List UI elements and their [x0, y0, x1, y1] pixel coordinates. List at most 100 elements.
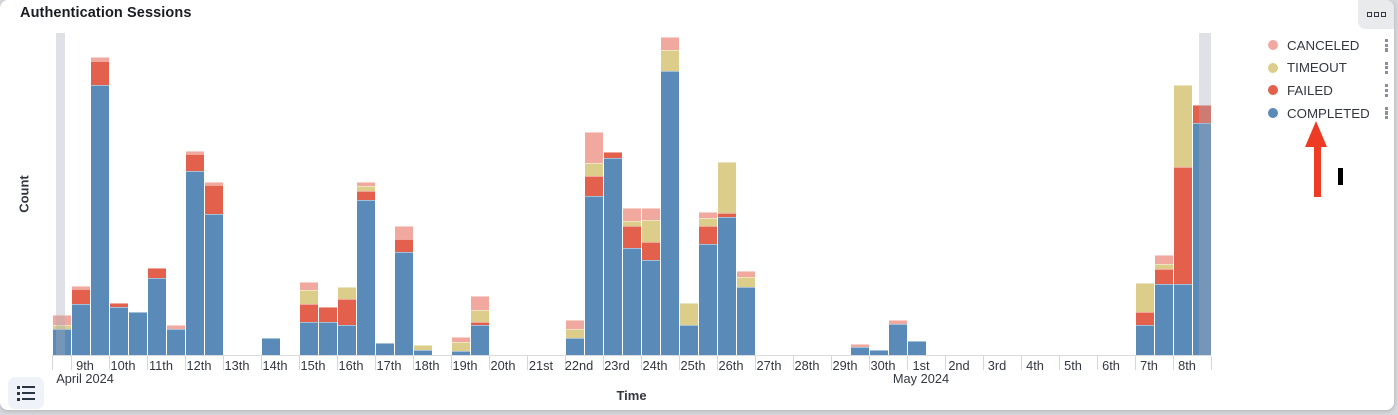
bar-segment-failed[interactable]	[1135, 312, 1154, 326]
bar-segment-timeout[interactable]	[413, 345, 432, 351]
bar-segment-completed[interactable]	[907, 341, 926, 355]
bar-segment-completed[interactable]	[413, 350, 432, 355]
bar-segment-completed[interactable]	[1154, 283, 1173, 355]
bar-segment-completed[interactable]	[337, 325, 356, 355]
bar-segment-failed[interactable]	[318, 307, 337, 323]
bar-segment-failed[interactable]	[394, 239, 413, 252]
bar-segment-failed[interactable]	[109, 302, 128, 308]
bar-segment-completed[interactable]	[565, 338, 584, 355]
bar-segment-timeout[interactable]	[1154, 263, 1173, 269]
bar-segment-timeout[interactable]	[1173, 84, 1192, 167]
bar-segment-completed[interactable]	[1173, 283, 1192, 355]
bar-segment-completed[interactable]	[451, 351, 470, 355]
bar-segment-timeout[interactable]	[299, 289, 318, 305]
bar-segment-completed[interactable]	[603, 157, 622, 355]
bar-segment-completed[interactable]	[128, 312, 147, 355]
bar-segment-canceled[interactable]	[698, 212, 717, 219]
bar-segment-failed[interactable]	[204, 184, 223, 215]
bar-segment-timeout[interactable]	[584, 162, 603, 176]
bar-segment-failed[interactable]	[90, 60, 109, 85]
bar-segment-completed[interactable]	[185, 170, 204, 355]
bar-segment-completed[interactable]	[166, 329, 185, 355]
bar-segment-canceled[interactable]	[660, 36, 679, 50]
bar-segment-timeout[interactable]	[641, 220, 660, 243]
bar-segment-failed[interactable]	[470, 322, 489, 326]
bar-segment-completed[interactable]	[888, 324, 907, 355]
bar-segment-canceled[interactable]	[71, 285, 90, 289]
bar-segment-completed[interactable]	[698, 244, 717, 355]
boxes-vertical-icon[interactable]	[1383, 82, 1390, 99]
legend-item-canceled[interactable]: CANCELED	[1268, 34, 1390, 57]
bar-segment-failed[interactable]	[299, 304, 318, 323]
bar-segment-completed[interactable]	[356, 200, 375, 355]
plot-area[interactable]	[52, 33, 1211, 355]
bar-segment-timeout[interactable]	[470, 310, 489, 323]
bar-segment-canceled[interactable]	[90, 56, 109, 61]
bar-segment-completed[interactable]	[147, 277, 166, 355]
bar-segment-completed[interactable]	[1135, 325, 1154, 355]
bar-segment-timeout[interactable]	[337, 286, 356, 299]
bar-segment-completed[interactable]	[736, 286, 755, 355]
bar-segment-completed[interactable]	[584, 195, 603, 355]
legend-item-completed[interactable]: COMPLETED	[1268, 102, 1390, 125]
bar-segment-completed[interactable]	[204, 214, 223, 355]
bar-segment-canceled[interactable]	[584, 132, 603, 163]
bar-segment-failed[interactable]	[717, 213, 736, 218]
bar-segment-canceled[interactable]	[166, 325, 185, 330]
bar-segment-completed[interactable]	[470, 325, 489, 355]
bar-segment-failed[interactable]	[622, 226, 641, 248]
bar-segment-timeout[interactable]	[356, 185, 375, 191]
bar-segment-timeout[interactable]	[1135, 282, 1154, 313]
bar-segment-completed[interactable]	[641, 259, 660, 355]
bar-segment-canceled[interactable]	[565, 320, 584, 330]
bar-segment-completed[interactable]	[375, 343, 394, 355]
bar-segment-failed[interactable]	[337, 298, 356, 326]
panel-options-button[interactable]	[1358, 0, 1394, 29]
bar-segment-failed[interactable]	[147, 267, 166, 278]
bar-segment-failed[interactable]	[356, 190, 375, 201]
legend-toggle-button[interactable]	[8, 377, 44, 409]
bar-segment-timeout[interactable]	[736, 276, 755, 287]
bar-segment-completed[interactable]	[869, 350, 888, 355]
bar-segment-completed[interactable]	[299, 322, 318, 355]
bar-segment-canceled[interactable]	[394, 226, 413, 240]
bar-segment-canceled[interactable]	[1154, 254, 1173, 264]
bar-segment-completed[interactable]	[52, 329, 71, 355]
bar-segment-failed[interactable]	[584, 175, 603, 196]
bar-segment-completed[interactable]	[679, 325, 698, 355]
bar-segment-failed[interactable]	[641, 242, 660, 260]
bar-segment-failed[interactable]	[698, 226, 717, 245]
boxes-vertical-icon[interactable]	[1383, 60, 1390, 77]
bar-segment-failed[interactable]	[1173, 166, 1192, 284]
bar-segment-completed[interactable]	[394, 251, 413, 355]
bar-segment-completed[interactable]	[109, 307, 128, 355]
bar-segment-canceled[interactable]	[451, 337, 470, 343]
legend-item-failed[interactable]: FAILED	[1268, 79, 1390, 102]
bar-segment-canceled[interactable]	[185, 150, 204, 154]
legend-item-timeout[interactable]: TIMEOUT	[1268, 57, 1390, 80]
bar-segment-completed[interactable]	[717, 217, 736, 355]
bar-segment-canceled[interactable]	[850, 344, 869, 348]
bar-segment-timeout[interactable]	[679, 303, 698, 326]
bar-segment-canceled[interactable]	[736, 270, 755, 277]
bar-segment-failed[interactable]	[603, 151, 622, 158]
bar-segment-timeout[interactable]	[717, 161, 736, 214]
bar-segment-completed[interactable]	[261, 338, 280, 355]
bar-segment-canceled[interactable]	[204, 181, 223, 185]
bar-segment-completed[interactable]	[318, 322, 337, 355]
bar-segment-timeout[interactable]	[451, 342, 470, 352]
bar-segment-timeout[interactable]	[660, 49, 679, 71]
bar-segment-timeout[interactable]	[622, 221, 641, 227]
boxes-vertical-icon[interactable]	[1383, 37, 1390, 54]
bar-segment-completed[interactable]	[622, 248, 641, 355]
bar-segment-canceled[interactable]	[299, 281, 318, 290]
bar-segment-timeout[interactable]	[565, 329, 584, 339]
bar-segment-canceled[interactable]	[356, 181, 375, 186]
bar-segment-canceled[interactable]	[622, 208, 641, 222]
bar-segment-failed[interactable]	[185, 153, 204, 171]
bar-segment-failed[interactable]	[1192, 105, 1211, 124]
bar-segment-timeout[interactable]	[52, 325, 71, 330]
boxes-vertical-icon[interactable]	[1383, 105, 1390, 122]
bar-segment-canceled[interactable]	[470, 295, 489, 311]
bar-segment-canceled[interactable]	[888, 320, 907, 325]
